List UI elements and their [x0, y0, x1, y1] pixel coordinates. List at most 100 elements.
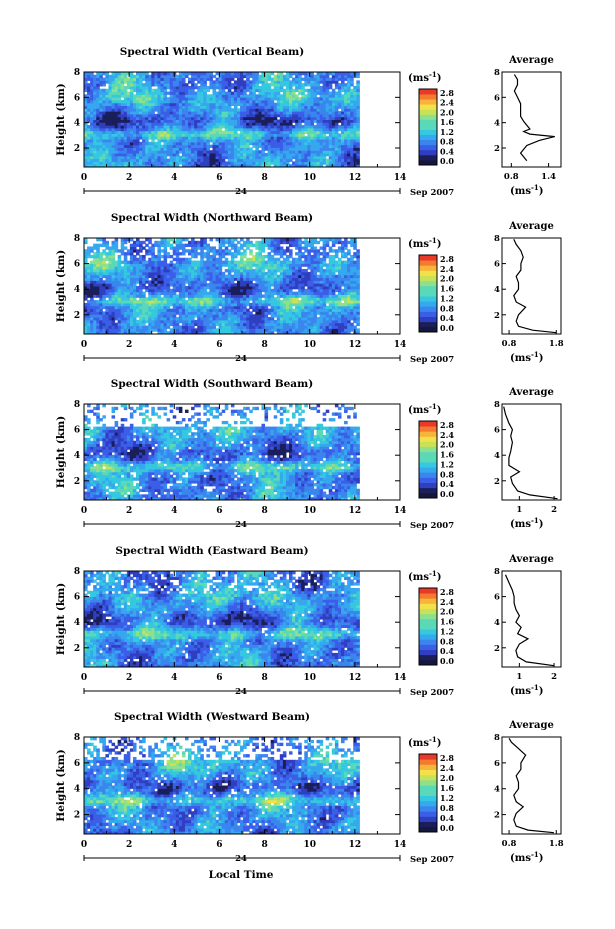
heatmap-cell — [123, 99, 128, 104]
heatmap-cell — [108, 119, 113, 123]
heatmap-cell — [282, 94, 287, 98]
heatmap-cell — [212, 300, 217, 304]
heatmap-cell — [87, 314, 91, 318]
heatmap-cell — [166, 97, 171, 101]
heatmap-cell — [246, 74, 250, 79]
heatmap-cell — [337, 305, 342, 310]
heatmap-cell — [307, 122, 311, 126]
unit-close: ) — [539, 186, 544, 197]
heatmap-cell — [148, 153, 152, 157]
heatmap-cell — [249, 314, 253, 318]
heatmap-cell — [84, 111, 88, 115]
heatmap-cell — [209, 311, 214, 315]
heatmap-cell — [304, 308, 308, 312]
heatmap-cell — [267, 153, 272, 157]
heatmap-cell — [347, 328, 351, 332]
heatmap-cell — [148, 74, 152, 79]
heatmap-cell — [328, 77, 333, 81]
heatmap-cell — [307, 274, 311, 279]
heatmap-cell — [209, 127, 214, 132]
heatmap-cell — [169, 283, 174, 287]
heatmap-cell — [93, 325, 97, 329]
heatmap-cell — [200, 99, 204, 104]
heatmap-cell — [285, 308, 290, 312]
heatmap-cell — [142, 331, 146, 335]
heatmap-cell — [126, 277, 131, 281]
heatmap-cell — [243, 297, 247, 301]
heatmap-cell — [123, 288, 128, 293]
heatmap-cell — [221, 113, 226, 118]
heatmap-cell — [142, 72, 146, 76]
heatmap-cell — [295, 158, 299, 162]
heatmap-cell — [292, 311, 296, 315]
heatmap-cell — [282, 314, 287, 318]
heatmap-cell — [145, 269, 149, 273]
heatmap-cell — [264, 147, 269, 151]
heatmap-cell — [154, 77, 158, 81]
heatmap-cell — [255, 111, 259, 115]
heatmap-cell — [126, 271, 131, 276]
heatmap-cell — [184, 308, 189, 312]
heatmap-cell — [160, 99, 165, 104]
heatmap-cell — [206, 300, 210, 304]
heatmap-cell — [191, 122, 195, 126]
heatmap-cell — [230, 331, 235, 335]
heatmap-cell — [301, 302, 305, 307]
heatmap-cell — [295, 133, 299, 137]
heatmap-cell — [218, 80, 223, 84]
heatmap-cell — [307, 119, 311, 123]
heatmap-cell — [163, 317, 168, 321]
heatmap-cell — [252, 314, 256, 318]
heatmap-cell — [102, 141, 106, 146]
heatmap-cell — [105, 314, 109, 318]
heatmap-cell — [139, 158, 143, 162]
heatmap-cell — [102, 305, 106, 310]
heatmap-cell — [310, 88, 314, 93]
heatmap-cell — [178, 102, 183, 107]
heatmap-cell — [194, 77, 198, 81]
heatmap-cell — [230, 136, 235, 140]
heatmap-cell — [181, 161, 186, 165]
heatmap-cell — [295, 122, 299, 126]
heatmap-cell — [148, 85, 152, 90]
heatmap-cell — [200, 311, 204, 315]
heatmap-cell — [328, 161, 333, 165]
heatmap-cell — [132, 74, 137, 79]
heatmap-cell — [136, 294, 140, 298]
heatmap-cell — [200, 139, 204, 143]
heatmap-cell — [255, 300, 259, 304]
heatmap-cell — [142, 125, 146, 129]
heatmap-cell — [178, 158, 183, 162]
heatmap-cell — [114, 130, 119, 134]
heatmap-cell — [279, 305, 284, 310]
heatmap-cell — [310, 277, 314, 281]
heatmap-cell — [163, 319, 168, 324]
heatmap-cell — [276, 153, 281, 157]
heatmap-cell — [99, 147, 103, 151]
heatmap-cell — [282, 294, 287, 298]
colorbar-segment — [419, 139, 437, 146]
heatmap-cell — [285, 91, 290, 95]
heatmap-cell — [353, 280, 357, 284]
heatmap-cell — [93, 94, 97, 98]
heatmap-cell — [319, 99, 324, 104]
heatmap-cell — [172, 305, 177, 310]
heatmap-cell — [172, 302, 177, 307]
heatmap-cell — [111, 139, 116, 143]
heatmap-cell — [191, 319, 195, 324]
heatmap-cell — [175, 91, 180, 95]
heatmap-cell — [197, 77, 201, 81]
heatmap-cell — [215, 288, 220, 293]
heatmap-cell — [206, 297, 210, 301]
heatmap-cell — [331, 97, 336, 101]
heatmap-cell — [224, 288, 229, 293]
heatmap-cell — [175, 108, 180, 112]
heatmap-cell — [126, 158, 131, 162]
heatmap-cell — [212, 308, 217, 312]
heatmap-cell — [356, 291, 360, 295]
heatmap-cell — [261, 271, 266, 276]
heatmap-cell — [282, 319, 287, 324]
heatmap-cell — [334, 108, 339, 112]
heatmap-cell — [221, 158, 226, 162]
heatmap-cell — [148, 155, 152, 160]
